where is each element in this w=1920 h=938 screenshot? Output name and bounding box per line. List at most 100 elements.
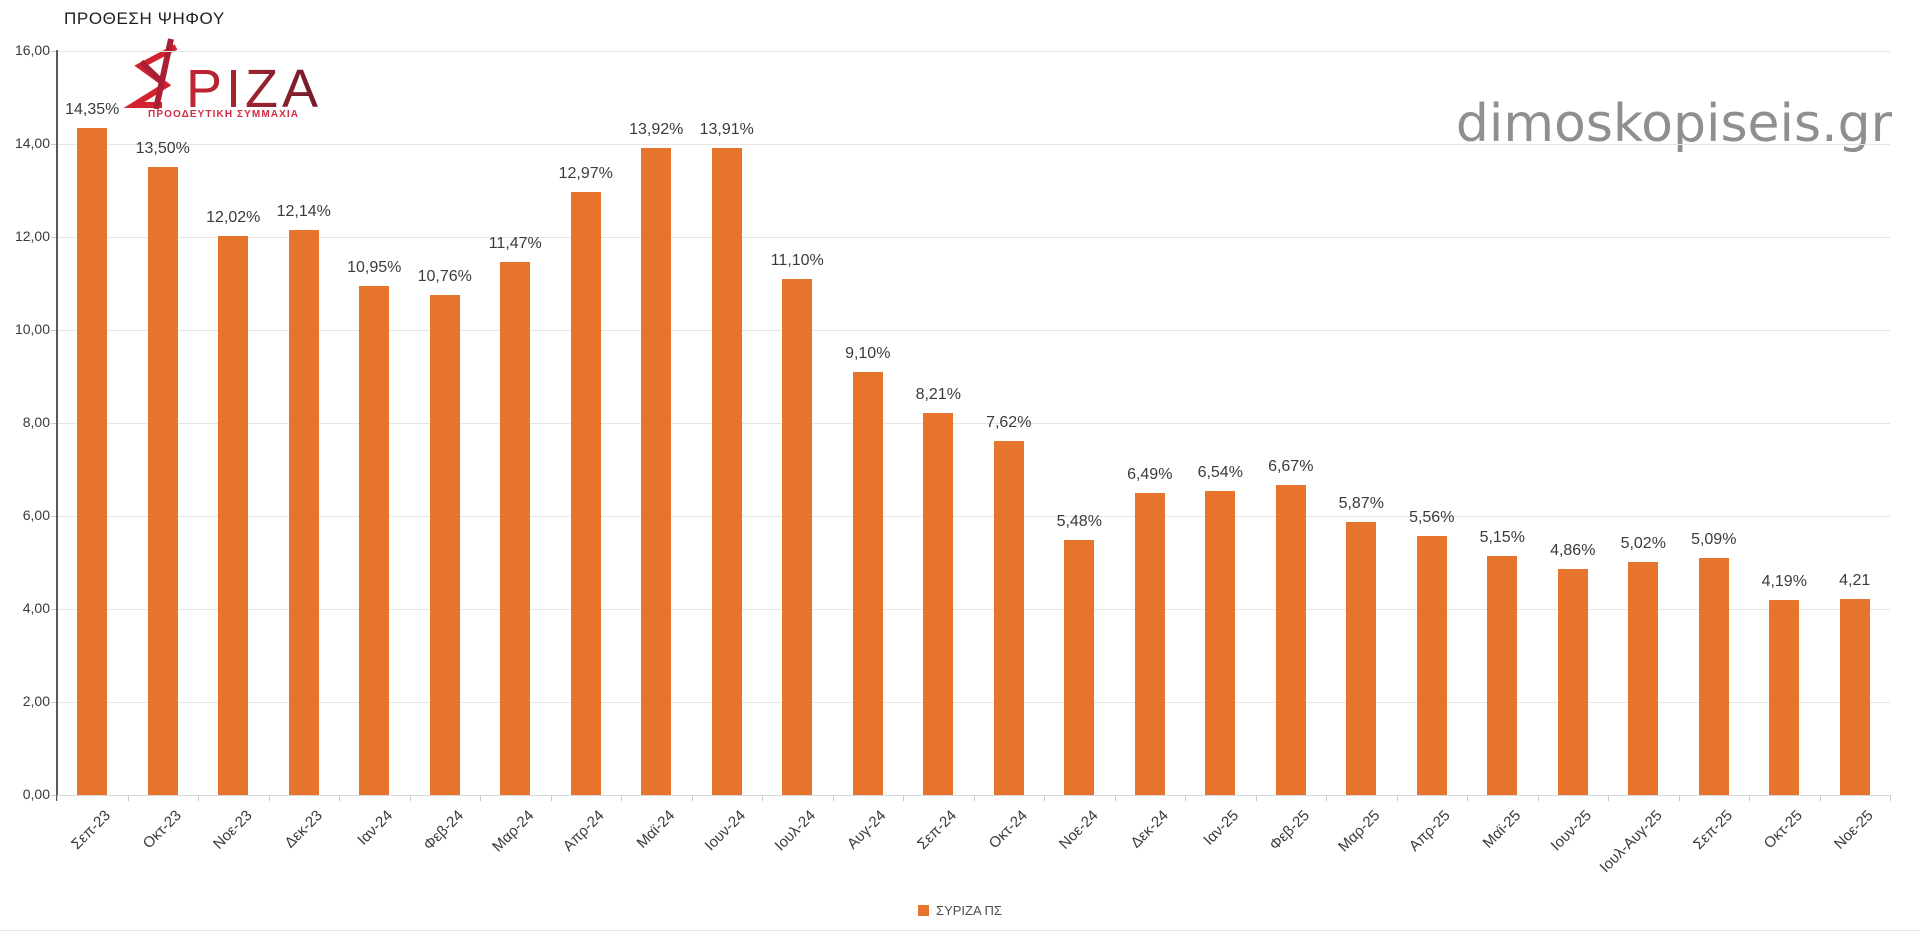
x-axis-label: Ιαν-25 [1200,807,1243,849]
x-axis-label: Δεκ-24 [1127,807,1172,852]
x-axis-label: Μαϊ-25 [1479,807,1525,852]
page-title: ΠΡΟΘΕΣΗ ΨΗΦΟΥ [64,9,225,28]
x-axis-label: Ιουλ-Αυγ-25 [1596,807,1666,877]
x-axis-label: Νοε-23 [209,807,256,853]
bar-value-label: 12,97% [558,164,613,182]
x-axis-tick [268,795,270,801]
x-axis-label: Ιουν-25 [1547,807,1595,855]
y-axis-tick [51,702,57,703]
bar [711,148,742,795]
x-axis-label: Ιουλ-24 [771,807,820,855]
y-axis-tick [51,423,57,424]
bottom-divider [0,930,1920,931]
y-axis-label: 12,00 [14,228,50,244]
y-axis-tick [51,609,57,610]
bar-value-label: 11,47% [488,234,542,252]
bar-value-label: 11,10% [770,251,824,269]
legend: ΣΥΡΙΖΑ ΠΣ [0,903,1920,918]
x-axis-tick [1819,795,1821,801]
bar-value-label: 12,14% [276,203,331,221]
x-axis-label: Ιουν-24 [701,807,749,855]
legend-label: ΣΥΡΙΖΑ ΠΣ [936,903,1002,918]
bar-value-label: 5,15% [1479,528,1525,546]
x-axis-tick [691,795,693,801]
bar-value-label: 10,76% [417,267,472,285]
bar [641,147,672,795]
x-axis-label: Δεκ-23 [281,807,326,852]
bar [218,236,249,795]
y-axis-label: 10,00 [14,321,50,337]
bar-value-label: 5,09% [1691,531,1737,549]
x-axis-tick [1255,795,1257,801]
x-axis-label: Σεπ-24 [914,807,961,853]
x-axis-tick [1608,795,1609,801]
bar-value-label: 5,56% [1409,509,1455,527]
y-axis-label: 6,00 [22,507,50,523]
x-axis-label: Ιαν-24 [354,807,397,849]
bar [570,191,601,795]
bar-value-label: 13,91% [699,121,754,139]
bar [1557,569,1588,795]
y-axis-tick [51,237,57,238]
gridline [57,609,1890,610]
bar [1839,599,1870,795]
gridline [57,423,1890,424]
x-axis-tick [1678,795,1680,801]
bar [923,413,954,795]
x-axis-tick [903,795,904,801]
x-axis-tick [1749,795,1750,801]
x-axis-tick [1467,795,1468,801]
bar [993,440,1024,795]
x-axis-tick [1537,795,1539,801]
y-axis-label: 8,00 [22,414,50,430]
x-axis-label: Αυγ-24 [844,807,890,853]
bar-value-label: 13,92% [629,120,684,138]
watermark: dimoskopiseis.gr [1455,94,1892,154]
bar-value-label: 9,10% [845,344,891,362]
bar-value-label: 6,49% [1127,466,1173,484]
bar [77,127,108,795]
x-axis-tick [832,795,834,801]
bar-value-label: 10,95% [347,258,402,276]
x-axis-tick [1890,795,1891,801]
bar-value-label: 7,62% [986,413,1032,431]
x-axis-label: Μαϊ-24 [633,807,679,852]
x-axis-tick [1396,795,1398,801]
syriza-logo: ΡΙΖΑ [118,35,338,130]
x-axis-tick [409,795,411,801]
bar-value-label: 6,54% [1197,463,1243,481]
x-axis-tick [339,795,340,801]
bar-value-label: 5,48% [1056,513,1102,531]
bar [852,371,883,795]
bar [1064,540,1095,795]
bar-value-label: 5,87% [1338,495,1384,513]
x-axis-tick [57,795,58,801]
y-axis-tick [51,144,57,145]
x-axis-tick [127,795,129,801]
bar [1346,522,1377,795]
x-axis-label: Απρ-24 [559,807,608,855]
bar [1487,555,1518,795]
y-axis-tick [51,795,57,796]
bar-value-label: 4,19% [1761,573,1807,591]
x-axis-tick [973,795,975,801]
y-axis-tick [51,330,57,331]
x-axis-tick [762,795,763,801]
x-axis-label: Σεπ-25 [1689,807,1736,853]
x-axis-label: Νοε-24 [1055,807,1102,853]
x-axis-tick [550,795,552,801]
bar-value-label: 14,35% [65,100,120,118]
y-axis-tick [51,51,57,52]
x-axis-tick [1185,795,1186,801]
x-axis-tick [1326,795,1327,801]
bar [1205,490,1236,795]
y-axis-label: 4,00 [22,600,50,616]
y-axis-tick [51,516,57,517]
x-axis-label: Φεβ-25 [1266,807,1313,854]
bar [1416,536,1447,795]
bar [359,285,390,795]
x-axis-tick [480,795,481,801]
bar-value-label: 12,02% [206,209,261,227]
bar [1769,600,1800,795]
